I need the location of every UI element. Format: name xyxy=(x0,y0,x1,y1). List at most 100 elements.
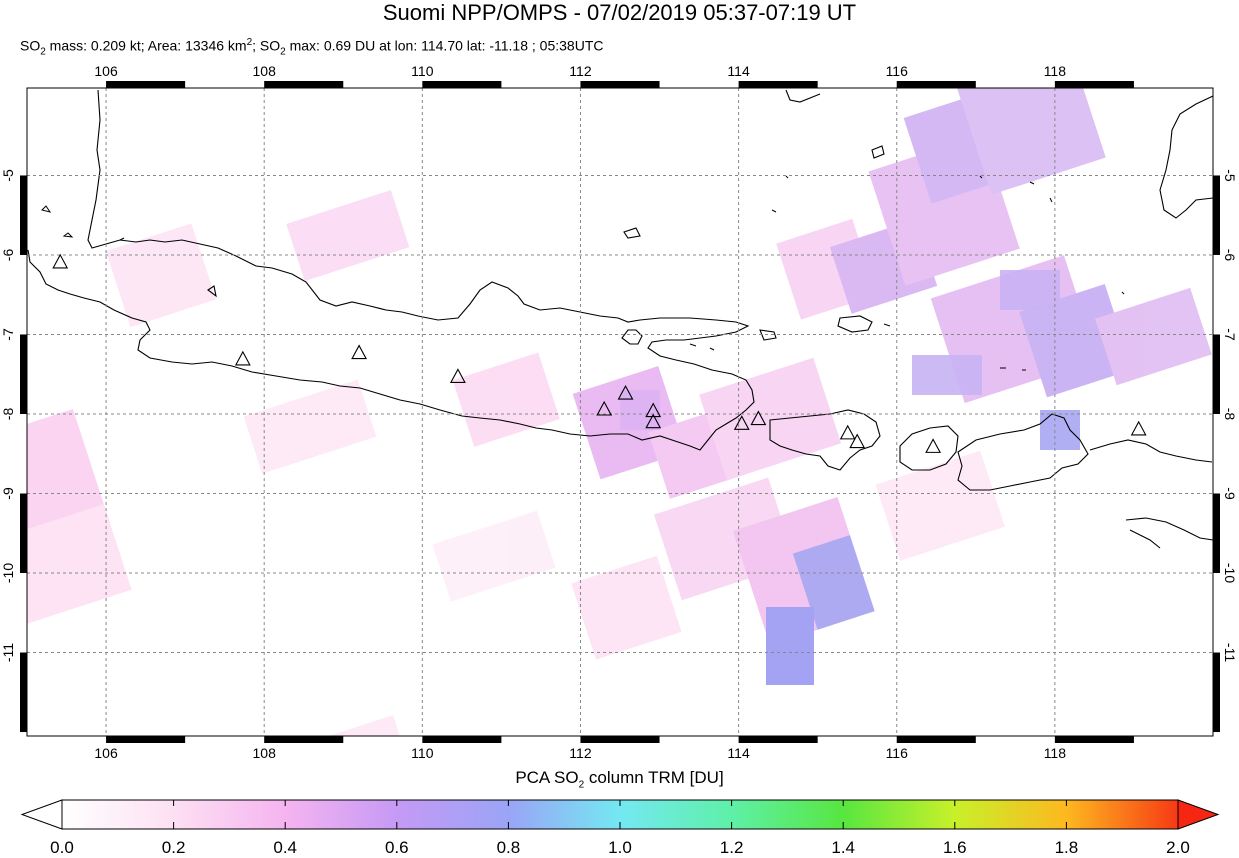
frame-bar-bottom xyxy=(896,736,976,743)
lat-label-right--10: -10 xyxy=(1222,563,1238,583)
frame-bar-left xyxy=(20,334,27,414)
colorbar-title: PCA SO2 column TRM [DU] xyxy=(0,768,1239,790)
coastlines xyxy=(27,89,1213,549)
volcano-marker xyxy=(849,433,866,449)
frame-bar-left xyxy=(20,493,27,574)
lat-label-right--6: -6 xyxy=(1222,249,1238,262)
lon-label-bottom-114: 114 xyxy=(727,745,750,761)
lat-label-left--6: -6 xyxy=(0,249,16,262)
lon-label-bottom-112: 112 xyxy=(569,745,592,761)
so2-stats-line: SO2 mass: 0.209 kt; Area: 13346 km2; SO2… xyxy=(20,34,603,61)
volcano-marker xyxy=(750,410,767,426)
volcano-marker xyxy=(351,344,368,360)
colorbar-label: 1.4 xyxy=(831,838,856,857)
map-border xyxy=(26,87,1214,737)
volcano-marker xyxy=(925,438,942,453)
lat-label-right--8: -8 xyxy=(1222,408,1238,421)
colorbar-under-arrow xyxy=(20,799,63,830)
colorbar-ticks xyxy=(61,800,1179,829)
frame-bar-top xyxy=(738,81,818,88)
lon-label-top-114: 114 xyxy=(727,63,750,79)
frame-bar-bottom xyxy=(738,736,818,743)
lat-label-left--5: -5 xyxy=(0,169,16,182)
colorbar-label: 1.8 xyxy=(1054,838,1079,857)
lat-label-left--11: -11 xyxy=(0,643,16,662)
lat-label-right--9: -9 xyxy=(1222,487,1238,500)
map-title: Suomi NPP/OMPS - 07/02/2019 05:37-07:19 … xyxy=(382,0,857,25)
volcano-markers xyxy=(52,253,1147,453)
frame-bar-top xyxy=(106,81,186,88)
lon-label-top-108: 108 xyxy=(253,63,277,79)
area-sup: 2 xyxy=(246,37,253,48)
colorbar-over-arrow xyxy=(1177,799,1220,830)
lon-label-top-112: 112 xyxy=(569,63,592,79)
tick-labels: 106 106 108 108 110 110 112 112 114 114 116 116 118 1… xyxy=(0,63,1238,761)
volcano-marker xyxy=(449,368,466,383)
max-label: ; SO xyxy=(252,37,281,54)
lat-label-left--7: -7 xyxy=(0,328,16,341)
volcano-marker xyxy=(733,415,750,430)
lon-label-bottom-118: 118 xyxy=(1044,745,1067,761)
colorbar-title-main: PCA SO xyxy=(515,768,579,787)
colorbar-label: 0.0 xyxy=(50,838,74,857)
max-sub: 2 xyxy=(280,46,286,58)
colorbar-title-rest: column TRM [DU] xyxy=(584,768,724,787)
volcano-marker xyxy=(596,400,613,416)
lat-label-left--8: -8 xyxy=(0,408,16,421)
map-frame-bars xyxy=(20,81,1220,743)
frame-bar-bottom xyxy=(580,736,660,743)
mass-text: mass: 0.209 kt; Area: 13346 km xyxy=(45,37,247,54)
volcano-marker xyxy=(1130,420,1147,436)
frame-bar-bottom xyxy=(264,736,344,743)
lon-label-top-106: 106 xyxy=(94,63,118,79)
frame-bar-left xyxy=(20,652,27,733)
colorbar-label: 2.0 xyxy=(1166,838,1190,857)
lat-label-right--7: -7 xyxy=(1222,328,1238,341)
lat-label-right--11: -11 xyxy=(1222,643,1238,662)
colorbar xyxy=(20,799,1220,830)
frame-bar-top xyxy=(896,81,976,88)
volcano-marker xyxy=(617,384,634,400)
volcano-marker xyxy=(645,402,662,418)
lat-label-left--9: -9 xyxy=(0,487,16,500)
frame-bar-top xyxy=(422,81,502,88)
lon-label-bottom-116: 116 xyxy=(886,745,909,761)
colorbar-title-sub: 2 xyxy=(578,779,585,791)
colorbar-label: 1.0 xyxy=(608,838,632,857)
colorbar-label: 0.2 xyxy=(161,838,186,857)
volcano-marker xyxy=(234,350,251,366)
colorbar-label: 0.6 xyxy=(384,838,409,857)
frame-bar-top xyxy=(580,81,660,88)
mass-sub: 2 xyxy=(40,46,46,58)
frame-bar-top xyxy=(1054,81,1134,88)
frame-bar-bottom xyxy=(422,736,502,743)
lon-label-top-116: 116 xyxy=(886,63,909,79)
mass-label: SO xyxy=(20,37,41,54)
graticule xyxy=(27,88,1213,736)
frame-bar-top xyxy=(264,81,344,88)
lon-label-bottom-110: 110 xyxy=(411,745,434,761)
max-text: max: 0.69 DU at lon: 114.70 lat: -11.18 … xyxy=(285,37,604,54)
frame-bar-left xyxy=(20,175,27,255)
small-islands xyxy=(41,175,1125,371)
colorbar-label: 1.6 xyxy=(942,838,967,857)
frame-bar-right xyxy=(1213,334,1220,414)
lon-label-bottom-108: 108 xyxy=(253,745,277,761)
colorbar-label: 1.2 xyxy=(719,838,744,857)
lon-label-top-110: 110 xyxy=(411,63,434,79)
frame-bar-bottom xyxy=(106,736,186,743)
frame-bar-right xyxy=(1213,493,1220,574)
frame-bar-right xyxy=(1213,175,1220,255)
volcano-marker xyxy=(52,253,69,269)
frame-bar-bottom xyxy=(1054,736,1134,743)
lon-label-bottom-106: 106 xyxy=(94,745,118,761)
lon-label-top-118: 118 xyxy=(1044,63,1067,79)
frame-bar-right xyxy=(1213,652,1220,733)
colorbar-label: 0.8 xyxy=(496,838,521,857)
volcano-marker xyxy=(645,413,662,429)
lat-label-right--5: -5 xyxy=(1222,169,1238,182)
colorbar-label: 0.4 xyxy=(273,838,298,857)
lat-label-left--10: -10 xyxy=(0,563,16,583)
